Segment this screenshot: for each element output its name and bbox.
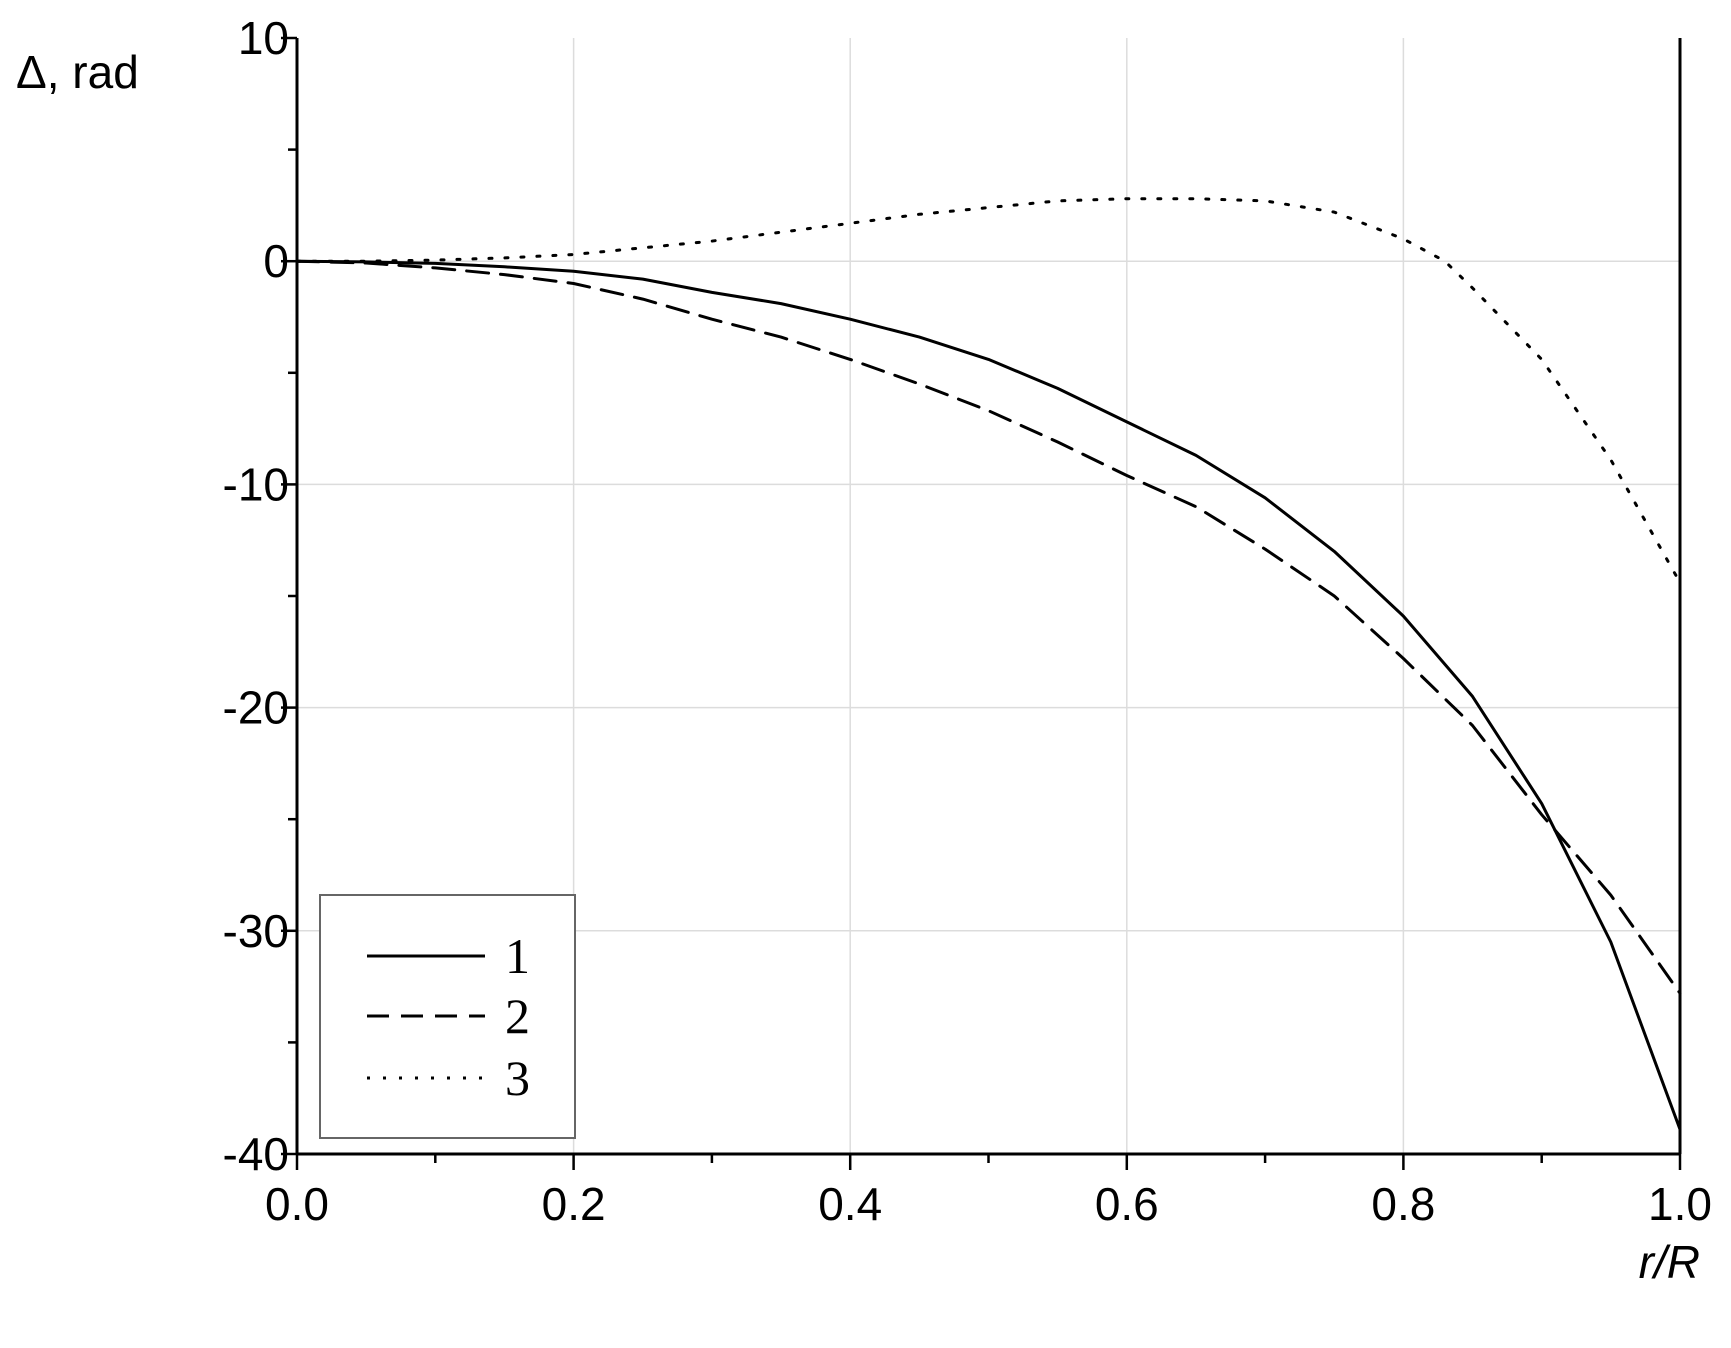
legend: 1 2 3 [319, 894, 576, 1139]
y-tick-label: -10 [223, 458, 289, 510]
x-tick-label: 1.0 [1648, 1178, 1712, 1230]
x-tick-label: 0.4 [818, 1178, 882, 1230]
legend-label-1: 1 [505, 928, 530, 984]
series-line-1 [295, 259, 1682, 1131]
x-tick-label: 0.2 [542, 1178, 606, 1230]
series-line-3 [295, 197, 1682, 585]
x-tick-label: 0.8 [1371, 1178, 1435, 1230]
y-tick-label: -20 [223, 682, 289, 734]
grid [297, 38, 1680, 1154]
axes [281, 36, 1682, 1170]
x-tick-label: 0.0 [265, 1178, 329, 1230]
legend-label-2: 2 [505, 988, 530, 1044]
y-tick-label: 0 [263, 235, 289, 287]
tick-labels: 0.0 0.2 0.4 0.6 0.8 1.0 10 0 -10 -20 -30 -40 [223, 12, 1712, 1230]
y-axis-title: Δ, rad [16, 46, 139, 98]
series-line-2 [295, 259, 1682, 995]
x-axis-title: r/R [1639, 1236, 1700, 1288]
y-tick-label: -30 [223, 905, 289, 957]
legend-label-3: 3 [505, 1050, 530, 1106]
y-tick-label: -40 [223, 1128, 289, 1180]
x-tick-label: 0.6 [1095, 1178, 1159, 1230]
y-tick-label: 10 [238, 12, 289, 64]
series-layer [295, 197, 1682, 1131]
